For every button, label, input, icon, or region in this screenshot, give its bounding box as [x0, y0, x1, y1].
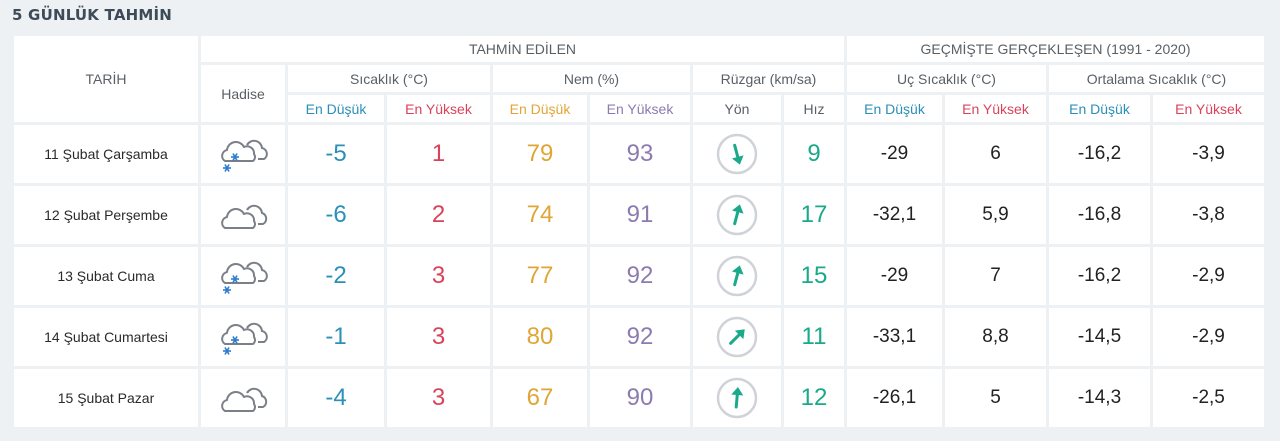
avg-min-cell: -16,2 [1049, 125, 1150, 183]
temp-min-cell: -1 [288, 308, 384, 366]
humidity-max-cell: 92 [590, 247, 690, 305]
humidity-min-cell: 80 [493, 308, 587, 366]
header-hadise: Hadise [201, 65, 285, 122]
wind-speed-cell: 9 [784, 125, 844, 183]
wind-arrow-icon [715, 376, 759, 420]
date-cell: 13 Şubat Cuma [14, 247, 198, 305]
record-max-cell: 7 [945, 247, 1046, 305]
record-max-cell: 8,8 [945, 308, 1046, 366]
wind-arrow-icon [715, 193, 759, 237]
subheader-uc-en-dusuk: En Düşük [847, 95, 942, 122]
temp-min-cell: -4 [288, 369, 384, 427]
snow-cloud-icon [217, 131, 269, 177]
subheader-ort-en-yuksek: En Yüksek [1153, 95, 1264, 122]
weather-cell [201, 247, 285, 305]
humidity-max-cell: 91 [590, 186, 690, 244]
avg-min-cell: -16,8 [1049, 186, 1150, 244]
header-tarih: TARİH [14, 36, 198, 122]
avg-min-cell: -16,2 [1049, 247, 1150, 305]
record-min-cell: -26,1 [847, 369, 942, 427]
record-min-cell: -33,1 [847, 308, 942, 366]
record-min-cell: -32,1 [847, 186, 942, 244]
humidity-min-cell: 77 [493, 247, 587, 305]
avg-min-cell: -14,3 [1049, 369, 1150, 427]
temp-min-cell: -6 [288, 186, 384, 244]
header-uc-sicaklik: Uç Sıcaklık (°C) [847, 65, 1046, 92]
wind-arrow-icon [715, 315, 759, 359]
date-cell: 14 Şubat Cumartesi [14, 308, 198, 366]
avg-min-cell: -14,5 [1049, 308, 1150, 366]
wind-arrow-icon [715, 132, 759, 176]
temp-min-cell: -2 [288, 247, 384, 305]
record-min-cell: -29 [847, 125, 942, 183]
header-nem: Nem (%) [493, 65, 690, 92]
weather-cell [201, 308, 285, 366]
cloud-icon [217, 192, 269, 238]
header-ruzgar: Rüzgar (km/sa) [693, 65, 844, 92]
header-tahmin-edilen: TAHMİN EDİLEN [201, 36, 844, 62]
subheader-sicaklik-en-dusuk: En Düşük [288, 95, 384, 122]
temp-max-cell: 2 [387, 186, 490, 244]
header-sicaklik: Sıcaklık (°C) [288, 65, 490, 92]
wind-direction-cell [693, 247, 781, 305]
subheader-nem-en-dusuk: En Düşük [493, 95, 587, 122]
wind-direction-cell [693, 369, 781, 427]
humidity-min-cell: 74 [493, 186, 587, 244]
humidity-max-cell: 93 [590, 125, 690, 183]
snow-cloud-icon [217, 253, 269, 299]
avg-max-cell: -3,8 [1153, 186, 1264, 244]
weather-cell [201, 369, 285, 427]
cloud-icon [217, 375, 269, 421]
wind-speed-cell: 12 [784, 369, 844, 427]
wind-speed-cell: 15 [784, 247, 844, 305]
temp-max-cell: 3 [387, 308, 490, 366]
humidity-min-cell: 79 [493, 125, 587, 183]
temp-max-cell: 1 [387, 125, 490, 183]
humidity-max-cell: 92 [590, 308, 690, 366]
avg-max-cell: -2,5 [1153, 369, 1264, 427]
date-cell: 11 Şubat Çarşamba [14, 125, 198, 183]
avg-max-cell: -2,9 [1153, 308, 1264, 366]
weather-cell [201, 186, 285, 244]
date-cell: 15 Şubat Pazar [14, 369, 198, 427]
temp-max-cell: 3 [387, 247, 490, 305]
subheader-nem-en-yuksek: En Yüksek [590, 95, 690, 122]
wind-direction-cell [693, 125, 781, 183]
avg-max-cell: -3,9 [1153, 125, 1264, 183]
record-min-cell: -29 [847, 247, 942, 305]
humidity-max-cell: 90 [590, 369, 690, 427]
wind-speed-cell: 11 [784, 308, 844, 366]
wind-speed-cell: 17 [784, 186, 844, 244]
subheader-hiz: Hız [784, 95, 844, 122]
temp-max-cell: 3 [387, 369, 490, 427]
page-title: 5 GÜNLÜK TAHMİN [12, 6, 173, 24]
header-ortalama-sicaklik: Ortalama Sıcaklık (°C) [1049, 65, 1264, 92]
subheader-yon: Yön [693, 95, 781, 122]
humidity-min-cell: 67 [493, 369, 587, 427]
wind-direction-cell [693, 308, 781, 366]
subheader-sicaklik-en-yuksek: En Yüksek [387, 95, 490, 122]
subheader-uc-en-yuksek: En Yüksek [945, 95, 1046, 122]
avg-max-cell: -2,9 [1153, 247, 1264, 305]
wind-arrow-icon [715, 254, 759, 298]
record-max-cell: 6 [945, 125, 1046, 183]
weather-cell [201, 125, 285, 183]
subheader-ort-en-dusuk: En Düşük [1049, 95, 1150, 122]
wind-direction-cell [693, 186, 781, 244]
date-cell: 12 Şubat Perşembe [14, 186, 198, 244]
record-max-cell: 5 [945, 369, 1046, 427]
snow-cloud-icon [217, 314, 269, 360]
temp-min-cell: -5 [288, 125, 384, 183]
record-max-cell: 5,9 [945, 186, 1046, 244]
header-gecmiste: GEÇMİŞTE GERÇEKLEŞEN (1991 - 2020) [847, 36, 1264, 62]
